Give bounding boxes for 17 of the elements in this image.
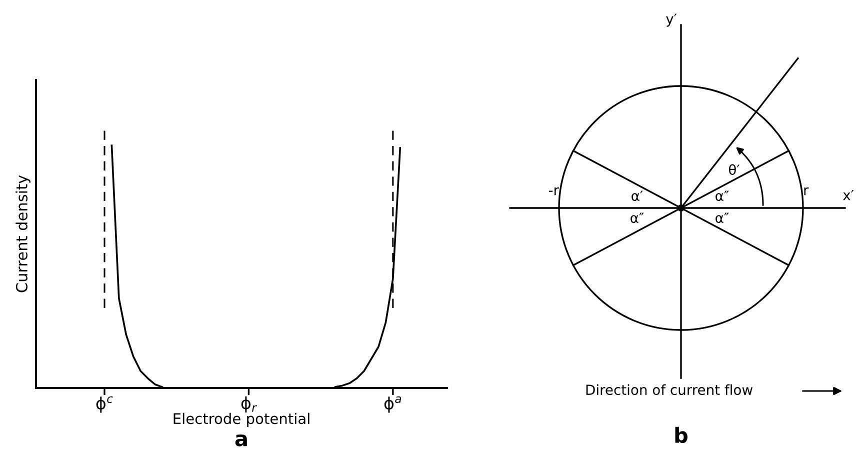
text: -r <box>548 187 559 196</box>
y-axis-title: Current density <box>16 175 30 292</box>
text: α″ <box>716 190 729 201</box>
text: y′ <box>666 14 677 27</box>
text: α″ <box>716 212 729 223</box>
x-tick-label: ϕ$^{a}$ <box>384 396 402 413</box>
text: α′ <box>632 190 643 201</box>
text: r <box>804 187 809 196</box>
x-tick-label: ϕ$_{r}$ <box>241 396 258 412</box>
x-tick-label: ϕ$^{c}$ <box>96 396 113 413</box>
text: a <box>235 434 247 446</box>
text: Direction of current flow <box>586 384 752 396</box>
text: α″ <box>630 212 644 223</box>
text: θ′ <box>728 164 740 175</box>
text: b <box>675 426 688 444</box>
text: x′ <box>843 190 854 200</box>
x-axis-title: Electrode potential <box>174 412 310 427</box>
